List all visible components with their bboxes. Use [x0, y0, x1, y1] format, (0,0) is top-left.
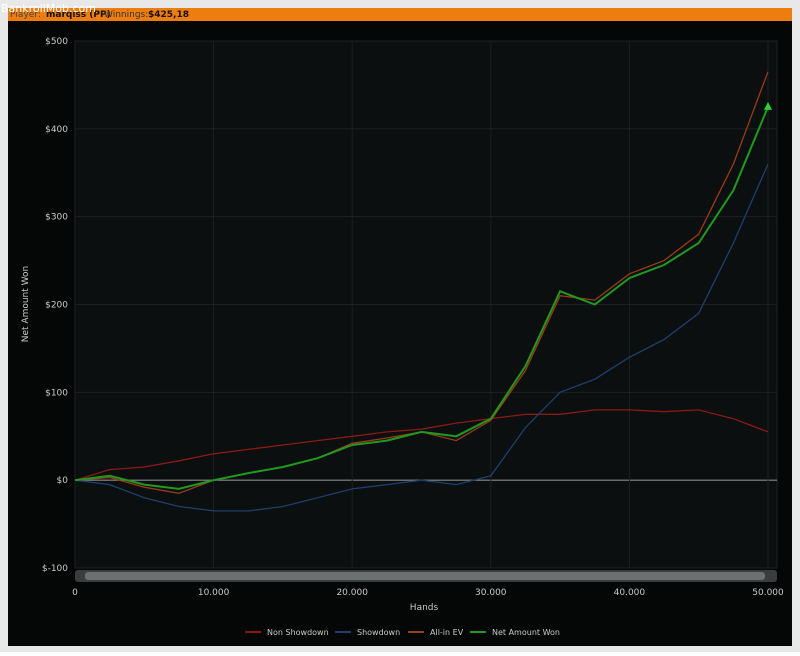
y-tick-label: $0 — [57, 476, 69, 486]
x-tick-label: 50.000 — [752, 588, 784, 598]
player-name: marqiss (PP) — [46, 10, 111, 20]
winnings: $425,18 — [148, 10, 189, 20]
y-axis-title: Net Amount Won — [21, 266, 31, 342]
player-label: Player: — [10, 10, 41, 20]
y-tick-label: $100 — [45, 388, 68, 398]
x-tick-label: 10.000 — [198, 588, 230, 598]
watermark: BankrollMob.com — [1, 2, 96, 15]
legend-label: Non Showdown — [267, 628, 329, 637]
winnings-label: Winnings: — [104, 10, 148, 20]
legend-label: Net Amount Won — [492, 628, 560, 637]
header-bar — [8, 8, 792, 21]
legend-label: All-in EV — [430, 628, 464, 637]
x-tick-label: 30.000 — [475, 588, 507, 598]
x-tick-label: 40.000 — [614, 588, 646, 598]
scrollbar-thumb[interactable] — [85, 572, 765, 580]
series-line — [74, 409, 769, 481]
x-axis-title: Hands — [410, 603, 439, 613]
y-tick-label: $300 — [45, 213, 68, 223]
series-line — [74, 106, 769, 490]
series-line — [74, 163, 769, 512]
x-tick-label: 0 — [72, 588, 78, 598]
x-tick-label: 20.000 — [336, 588, 368, 598]
y-tick-label: $-100 — [42, 564, 68, 574]
y-tick-label: $200 — [45, 301, 68, 311]
legend-label: Showdown — [357, 628, 400, 637]
y-tick-label: $400 — [45, 125, 68, 135]
y-tick-label: $500 — [45, 37, 68, 47]
end-marker — [764, 101, 772, 110]
